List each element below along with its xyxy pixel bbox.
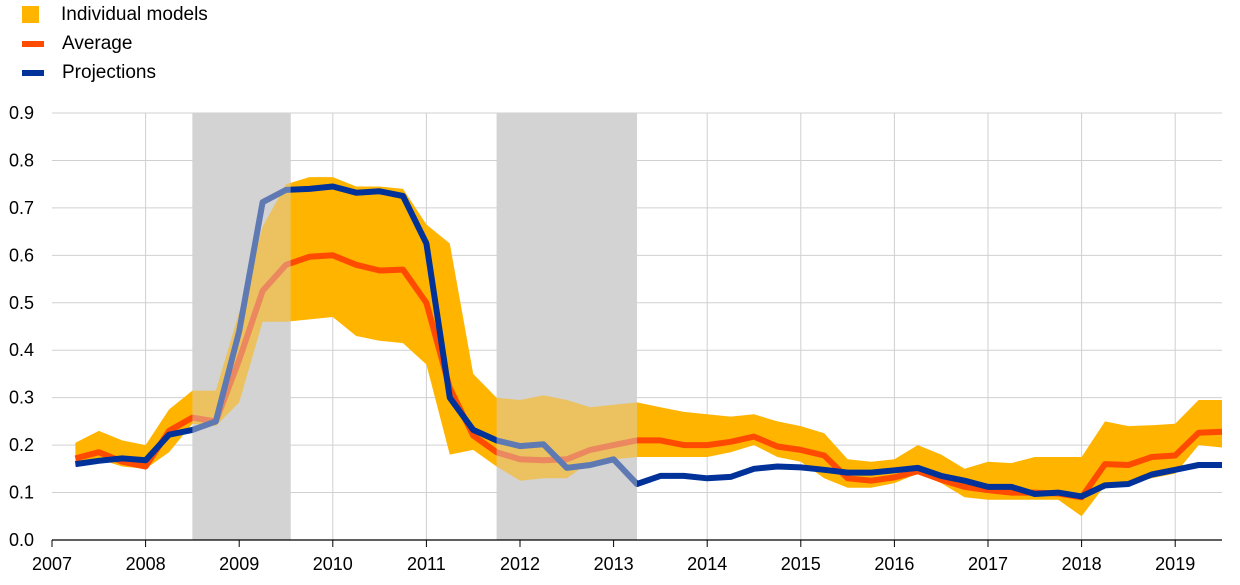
x-tick-label: 2011 <box>407 554 446 574</box>
legend-label-projections: Projections <box>62 61 156 83</box>
y-tick-label: 0.8 <box>9 150 34 170</box>
shaded-period-overlay <box>192 113 291 540</box>
y-tick-label: 0.3 <box>9 388 34 408</box>
x-tick-label: 2018 <box>1062 554 1102 574</box>
x-tick-label: 2010 <box>313 554 353 574</box>
y-tick-label: 0.1 <box>9 483 34 503</box>
x-tick-label: 2013 <box>594 554 634 574</box>
x-tick-label: 2014 <box>687 554 727 574</box>
y-tick-label: 0.2 <box>9 435 34 455</box>
x-tick-label: 2012 <box>500 554 540 574</box>
series-line-projections <box>74 183 1222 500</box>
y-tick-label: 0.7 <box>9 198 34 218</box>
x-tick-label: 2015 <box>781 554 821 574</box>
range-band-individual-models <box>75 177 1222 517</box>
x-tick-label: 2007 <box>32 554 72 574</box>
y-tick-label: 0.6 <box>9 245 34 265</box>
shaded-overlay <box>192 113 637 540</box>
y-tick-label: 0.4 <box>9 340 34 360</box>
legend-label-individual-models: Individual models <box>61 3 208 25</box>
y-tick-label: 0.0 <box>9 530 34 550</box>
x-tick-label: 2008 <box>126 554 166 574</box>
series-lines <box>74 183 1223 501</box>
legend-item-individual-models: Individual models <box>22 0 208 29</box>
legend-swatch-projections <box>22 69 44 76</box>
shaded-period-overlay <box>496 113 637 540</box>
legend-label-average: Average <box>62 32 133 54</box>
legend-swatch-individual-models <box>22 6 39 23</box>
legend-item-average: Average <box>22 29 208 58</box>
y-tick-label: 0.5 <box>9 293 34 313</box>
axes: 0.0 0.1 0.2 0.3 0.4 0.5 0.6 0.7 0.8 0.9 2007 2008 20… <box>9 103 1222 574</box>
x-tick-label: 2016 <box>874 554 914 574</box>
chart-legend: Individual models Average Projections <box>22 0 208 87</box>
legend-swatch-average <box>22 40 44 47</box>
range-band <box>75 177 1222 517</box>
x-tick-label: 2017 <box>968 554 1008 574</box>
x-tick-label: 2009 <box>219 554 259 574</box>
x-tick-label: 2019 <box>1155 554 1195 574</box>
y-tick-label: 0.9 <box>9 103 34 123</box>
legend-item-projections: Projections <box>22 58 208 87</box>
